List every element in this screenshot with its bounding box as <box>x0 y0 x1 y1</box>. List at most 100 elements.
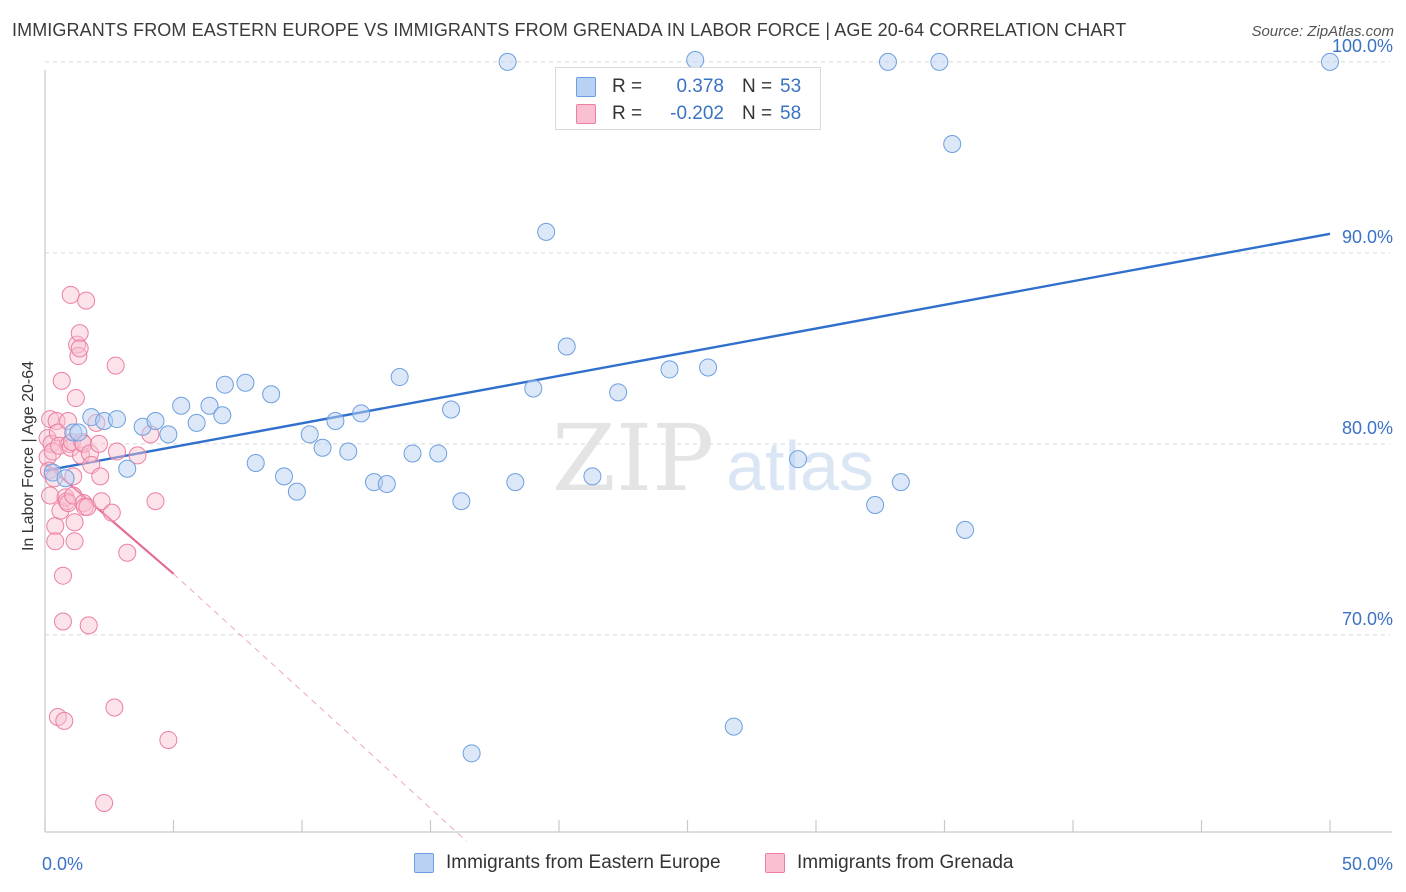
trendline-eastern-europe <box>44 232 1331 472</box>
y-tick-label: 90.0% <box>1342 227 1393 247</box>
point-grenada <box>106 356 125 375</box>
point-grenada <box>64 486 83 505</box>
point-eastern-europe <box>462 744 481 763</box>
point-eastern-europe <box>213 406 232 425</box>
legend-row-grenada: R = -0.202 N = 58 <box>576 102 801 126</box>
x-tick-label: 0.0% <box>42 854 83 874</box>
legend-label-grenada: Immigrants from Grenada <box>797 852 1014 873</box>
point-eastern-europe <box>943 135 962 154</box>
point-eastern-europe <box>107 410 126 429</box>
legend-label-eastern-europe: Immigrants from Eastern Europe <box>446 852 721 873</box>
point-eastern-europe <box>287 482 306 501</box>
point-eastern-europe <box>172 396 191 415</box>
point-eastern-europe <box>930 52 949 71</box>
points-eastern-europe <box>43 50 1339 763</box>
point-eastern-europe <box>866 496 885 515</box>
point-grenada <box>107 442 126 461</box>
point-eastern-europe <box>377 475 396 494</box>
point-grenada <box>70 324 89 343</box>
legend-r-label: R = <box>612 103 643 124</box>
point-eastern-europe <box>339 442 358 461</box>
legend-swatch-blue <box>576 77 596 97</box>
point-grenada <box>77 291 96 310</box>
point-eastern-europe <box>187 413 206 432</box>
point-eastern-europe <box>956 520 975 539</box>
point-grenada <box>51 501 70 520</box>
source-label: Source: ZipAtlas.com <box>1251 23 1394 40</box>
point-eastern-europe <box>118 459 137 478</box>
point-eastern-europe <box>69 423 88 442</box>
point-eastern-europe <box>537 222 556 241</box>
point-grenada <box>65 532 84 551</box>
trendlines <box>44 232 1331 842</box>
series-legend: Immigrants from Eastern Europe Immigrant… <box>0 852 1406 878</box>
point-grenada <box>61 285 80 304</box>
point-eastern-europe <box>429 444 448 463</box>
legend-n-value: 58 <box>780 103 802 124</box>
legend-n-label: N = <box>742 103 773 124</box>
point-eastern-europe <box>789 450 808 469</box>
point-eastern-europe <box>56 469 75 488</box>
point-grenada <box>80 444 99 463</box>
legend-swatch-pink <box>765 853 785 873</box>
point-eastern-europe <box>498 52 517 71</box>
point-grenada <box>92 492 111 511</box>
point-eastern-europe <box>159 425 178 444</box>
point-eastern-europe <box>442 400 461 419</box>
y-tick-label: 100.0% <box>1332 36 1393 56</box>
point-eastern-europe <box>200 396 219 415</box>
chart-title: IMMIGRANTS FROM EASTERN EUROPE VS IMMIGR… <box>12 20 1127 40</box>
point-eastern-europe <box>403 444 422 463</box>
legend-swatch-blue <box>414 853 434 873</box>
correlation-legend: R = 0.378 N = 53 R = -0.202 N = 58 <box>555 67 821 130</box>
y-tick-label: 70.0% <box>1342 609 1393 629</box>
point-eastern-europe <box>583 467 602 486</box>
point-eastern-europe <box>313 438 332 457</box>
point-grenada <box>55 711 74 730</box>
legend-r-label: R = <box>612 76 643 97</box>
legend-r-value: 0.378 <box>676 76 724 97</box>
point-grenada <box>89 434 108 453</box>
point-grenada <box>52 371 71 390</box>
point-eastern-europe <box>352 404 371 423</box>
point-grenada <box>128 446 147 465</box>
point-grenada <box>69 347 88 366</box>
point-eastern-europe <box>390 368 409 387</box>
x-tick-label: 50.0% <box>1342 854 1393 874</box>
point-eastern-europe <box>524 379 543 398</box>
point-eastern-europe <box>686 50 705 69</box>
legend-n-label: N = <box>742 76 773 97</box>
legend-item-grenada: Immigrants from Grenada <box>765 852 1013 874</box>
legend-n-value: 53 <box>780 76 802 97</box>
points-grenada <box>38 285 178 812</box>
point-grenada <box>41 486 60 505</box>
point-eastern-europe <box>246 454 265 472</box>
point-grenada <box>79 616 98 635</box>
point-grenada <box>70 339 89 358</box>
point-eastern-europe <box>236 373 255 392</box>
watermark-zip: ZIP <box>552 405 714 512</box>
point-grenada <box>41 410 60 429</box>
point-eastern-europe <box>452 492 471 511</box>
legend-r-value: -0.202 <box>670 103 724 124</box>
point-eastern-europe <box>275 467 294 486</box>
point-eastern-europe <box>215 375 234 394</box>
point-eastern-europe <box>660 360 679 379</box>
point-eastern-europe <box>891 473 910 492</box>
legend-row-eastern-europe: R = 0.378 N = 53 <box>576 75 801 99</box>
point-grenada <box>53 566 72 585</box>
y-tick-label: 80.0% <box>1342 418 1393 438</box>
point-grenada <box>105 698 124 717</box>
gridlines <box>45 61 1390 636</box>
point-eastern-europe <box>609 383 628 402</box>
point-grenada <box>46 532 65 551</box>
point-grenada <box>146 492 165 511</box>
point-eastern-europe <box>146 411 165 430</box>
point-eastern-europe <box>506 473 525 492</box>
point-grenada <box>102 503 121 522</box>
point-eastern-europe <box>326 411 345 430</box>
point-eastern-europe <box>262 385 281 404</box>
tick-labels: 100.0% 90.0% 80.0% 70.0% 0.0% 50.0% <box>42 36 1393 874</box>
point-grenada <box>118 543 137 562</box>
